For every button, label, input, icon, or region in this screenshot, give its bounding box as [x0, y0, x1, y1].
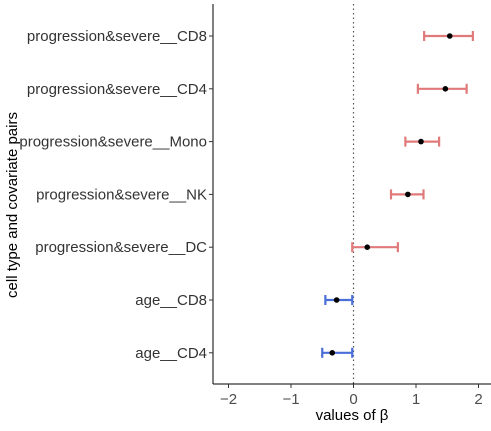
y-tick-label-age-cd8: age__CD8 [135, 292, 207, 309]
estimate-point-progression-severe-mono [418, 138, 424, 145]
x-axis-title: values of β [316, 407, 389, 424]
estimate-point-age-cd8 [333, 297, 340, 303]
estimate-point-progression-severe-cd8 [446, 33, 453, 39]
y-axis-title: cell type and covariate pairs [4, 112, 21, 298]
y-tick-label-progression-severe-dc: progression&severe__DC [35, 239, 207, 256]
estimate-point-progression-severe-dc [364, 244, 371, 250]
x-tick-label-1: 1 [412, 391, 420, 408]
x-tick-label--2: −2 [220, 391, 237, 408]
x-tick-label-2: 2 [474, 391, 482, 408]
y-tick-label-progression-severe-cd8: progression&severe__CD8 [27, 28, 207, 45]
estimate-point-progression-severe-nk [405, 191, 411, 198]
estimate-point-progression-severe-cd4 [442, 86, 449, 92]
estimate-point-age-cd4 [329, 350, 336, 356]
x-tick-label--1: −1 [282, 391, 299, 408]
y-tick-label-progression-severe-mono: progression&severe__Mono [19, 134, 207, 151]
y-tick-label-progression-severe-nk: progression&severe__NK [36, 186, 207, 203]
y-tick-label-age-cd4: age__CD4 [135, 345, 207, 362]
y-tick-label-progression-severe-cd4: progression&severe__CD4 [27, 81, 207, 98]
x-tick-label-0: 0 [349, 391, 357, 408]
